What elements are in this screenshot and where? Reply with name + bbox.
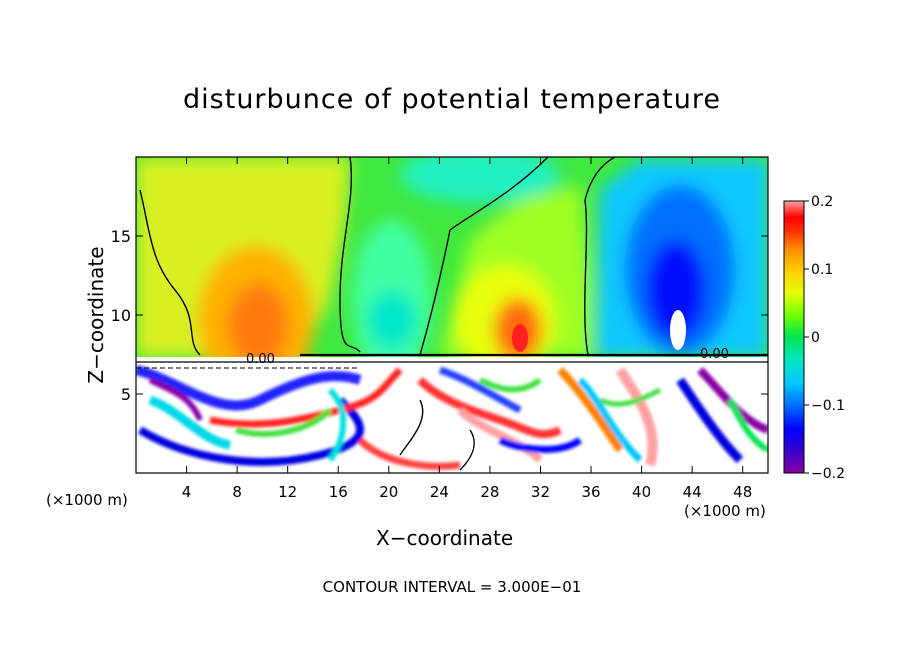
colorbar-tick-label: −0.2: [811, 466, 845, 482]
contour-label: 0.00: [700, 347, 729, 362]
colorbar-bar: [783, 200, 805, 474]
colorbar-tick-label: −0.1: [811, 398, 845, 414]
y-axis: 5 10 15: [111, 227, 768, 404]
x-axis-label: X−coordinate: [376, 526, 514, 550]
x-tick-label: 36: [581, 483, 600, 501]
x-tick-label: 32: [531, 483, 550, 501]
x-unit-label-right: (×1000 m): [684, 502, 766, 520]
colorbar-ticks: 0.2 0.1 0 −0.1 −0.2: [804, 194, 845, 482]
y-tick-label: 10: [111, 306, 131, 325]
contour-interval-note: CONTOUR INTERVAL = 3.000E−01: [322, 578, 582, 596]
x-tick-label: 8: [232, 483, 242, 501]
y-tick-label: 5: [121, 385, 131, 404]
x-tick-label: 28: [480, 483, 499, 501]
colorbar-tick-label: 0: [811, 330, 820, 346]
x-tick-label: 24: [430, 483, 449, 501]
colorbar-tick-label: 0.1: [811, 262, 833, 278]
colorbar: 0.2 0.1 0 −0.1 −0.2: [783, 194, 845, 482]
heatmap-field: [136, 157, 768, 473]
x-unit-label-left: (×1000 m): [46, 491, 128, 509]
colorbar-tick-label: 0.2: [811, 194, 833, 210]
x-tick-label: 20: [379, 483, 398, 501]
x-tick-label: 48: [733, 483, 752, 501]
x-tick-label: 4: [182, 483, 192, 501]
y-tick-label: 15: [111, 227, 131, 246]
x-tick-label: 40: [632, 483, 651, 501]
chart-title: disturbunce of potential temperature: [183, 84, 721, 115]
x-tick-label: 16: [329, 483, 348, 501]
y-axis-label: Z−coordinate: [84, 246, 108, 384]
contour-label: 0.00: [246, 352, 275, 367]
x-tick-label: 12: [278, 483, 297, 501]
x-axis: 4 8 12 16 20 24 28 32 36 40 44 48: [182, 157, 752, 501]
x-tick-label: 44: [683, 483, 702, 501]
